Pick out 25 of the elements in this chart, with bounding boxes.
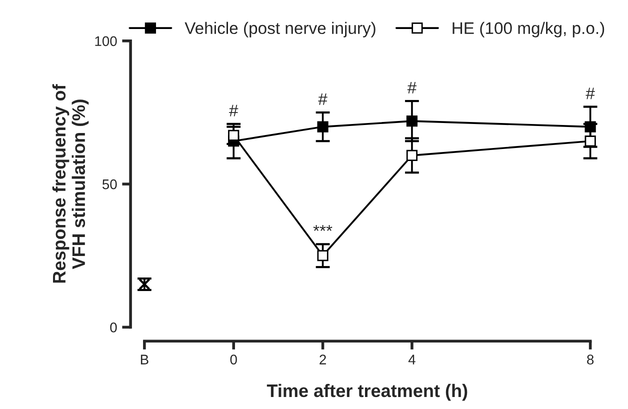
point (584, 121, 596, 132)
annotation: # (229, 104, 238, 116)
annotation: # (586, 88, 595, 100)
x-tick-label: B (140, 354, 148, 364)
point (406, 150, 418, 161)
annotation: # (318, 93, 328, 105)
point (138, 278, 150, 290)
point (317, 250, 328, 262)
annotation: *** (313, 225, 332, 231)
x-tick-label: 0 (230, 354, 237, 364)
point (406, 116, 418, 127)
x-tick-label: 2 (320, 354, 326, 364)
legend-label: HE (100 mg/kg, p.o.) (452, 22, 604, 38)
point (317, 121, 328, 132)
x-tick-label: 4 (408, 354, 416, 364)
x-tick-label: 8 (587, 354, 594, 364)
y-tick-label: 100 (95, 36, 117, 46)
legend-label: Vehicle (post nerve injury) (184, 22, 376, 38)
y-tick-label: 50 (102, 179, 117, 190)
point (228, 130, 240, 141)
y-axis-title: Response frequency of VFH stimulation (%) (52, 84, 89, 283)
y-tick-label: 0 (110, 322, 117, 332)
point (584, 136, 596, 147)
x-axis-title: Time after treatment (h) (266, 384, 468, 401)
annotation: # (407, 82, 417, 94)
